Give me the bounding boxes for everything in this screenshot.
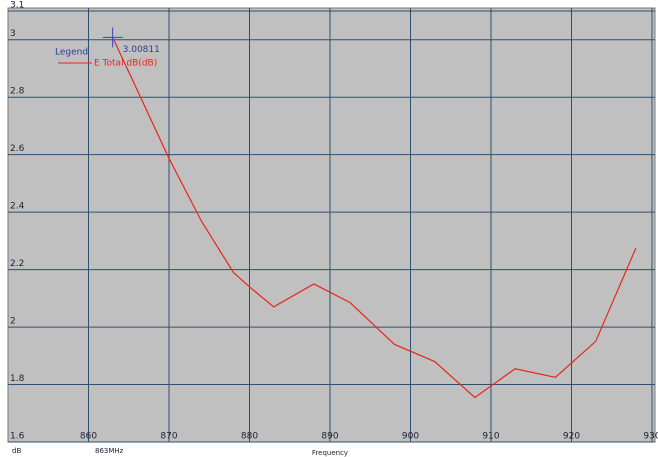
plot-area xyxy=(7,7,656,443)
marker-x-label: 863MHz xyxy=(95,447,124,455)
plot xyxy=(102,27,637,399)
y-tick-label: 2.6 xyxy=(10,144,25,154)
y-unit: dB xyxy=(12,447,21,455)
grid xyxy=(8,8,655,443)
x-axis-title: Frequency xyxy=(312,449,348,457)
x-tick-label: 890 xyxy=(321,432,338,442)
x-tick-label: 900 xyxy=(402,432,419,442)
legend-label: E Total dB(dB) xyxy=(94,59,157,69)
y-tick-label: 2.2 xyxy=(10,259,24,269)
marker-label: 3.00811 xyxy=(123,45,160,55)
y-tick-label: 2.8 xyxy=(10,87,25,97)
y-tick-label: 2 xyxy=(10,317,16,327)
y-tick-label: 2.4 xyxy=(10,202,25,212)
y-tick-label: 1.8 xyxy=(10,374,25,384)
x-tick-label: 860 xyxy=(80,432,97,442)
x-tick-label: 920 xyxy=(563,432,580,442)
x-tick-label: 870 xyxy=(160,432,177,442)
x-tick-label: 930 xyxy=(643,432,658,442)
x-tick-label: 910 xyxy=(482,432,499,442)
y-tick-label: 1.6 xyxy=(10,432,25,442)
y-tick-label: 3.1 xyxy=(10,1,24,11)
marker xyxy=(102,27,123,48)
legend-title: Legend xyxy=(55,48,88,58)
y-tick-label: 3 xyxy=(10,29,16,39)
x-tick-label: 880 xyxy=(241,432,258,442)
series-line xyxy=(112,37,637,399)
